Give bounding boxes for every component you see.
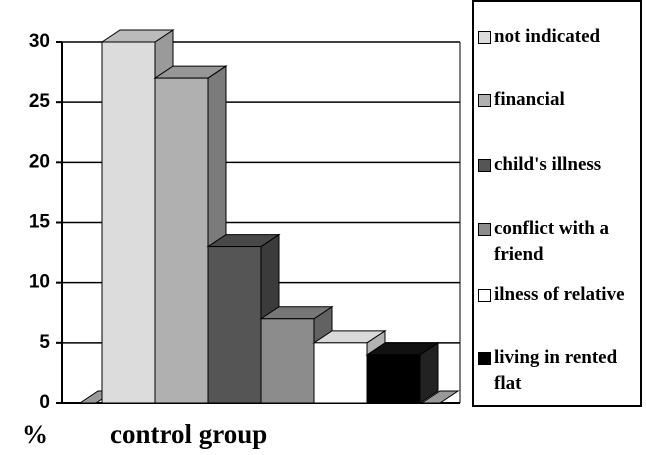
bar bbox=[207, 246, 262, 404]
legend-label: financial bbox=[494, 89, 565, 110]
legend-entry: financial bbox=[478, 87, 640, 113]
y-tick-label: 20 bbox=[29, 151, 50, 172]
y-tick-label: 10 bbox=[29, 272, 50, 293]
legend-swatch bbox=[478, 352, 491, 365]
legend-swatch bbox=[478, 94, 491, 107]
legend: not indicated financial child's illness con… bbox=[472, 0, 642, 407]
y-tick-label: 0 bbox=[39, 392, 50, 413]
legend-swatch bbox=[478, 31, 491, 44]
legend-entry: conflict with a friend bbox=[478, 216, 640, 268]
bar bbox=[313, 342, 368, 404]
legend-label: child's illness bbox=[494, 154, 602, 175]
legend-label: ilness of relative bbox=[494, 284, 625, 305]
legend-entry: child's illness bbox=[478, 152, 640, 178]
legend-swatch bbox=[478, 159, 491, 172]
floor bbox=[420, 390, 460, 404]
y-axis-label: % bbox=[22, 420, 48, 449]
legend-swatch bbox=[478, 289, 491, 302]
y-tick-label: 25 bbox=[29, 91, 51, 112]
bar bbox=[101, 41, 156, 404]
legend-entry: not indicated bbox=[478, 24, 640, 50]
legend-entry: living in rented flat bbox=[478, 345, 640, 397]
x-axis-label: control group bbox=[110, 419, 267, 449]
legend-label: living in rented flat bbox=[494, 347, 618, 394]
y-tick-label: 30 bbox=[29, 31, 50, 52]
legend-label: not indicated bbox=[494, 26, 601, 47]
legend-label: conflict with a friend bbox=[494, 218, 610, 265]
bar bbox=[260, 318, 315, 404]
bar bbox=[366, 354, 421, 404]
legend-swatch bbox=[478, 223, 491, 236]
legend-entry: ilness of relative bbox=[478, 282, 640, 308]
y-tick-label: 15 bbox=[29, 212, 51, 233]
y-tick-label: 5 bbox=[39, 332, 50, 353]
bar bbox=[154, 77, 209, 404]
